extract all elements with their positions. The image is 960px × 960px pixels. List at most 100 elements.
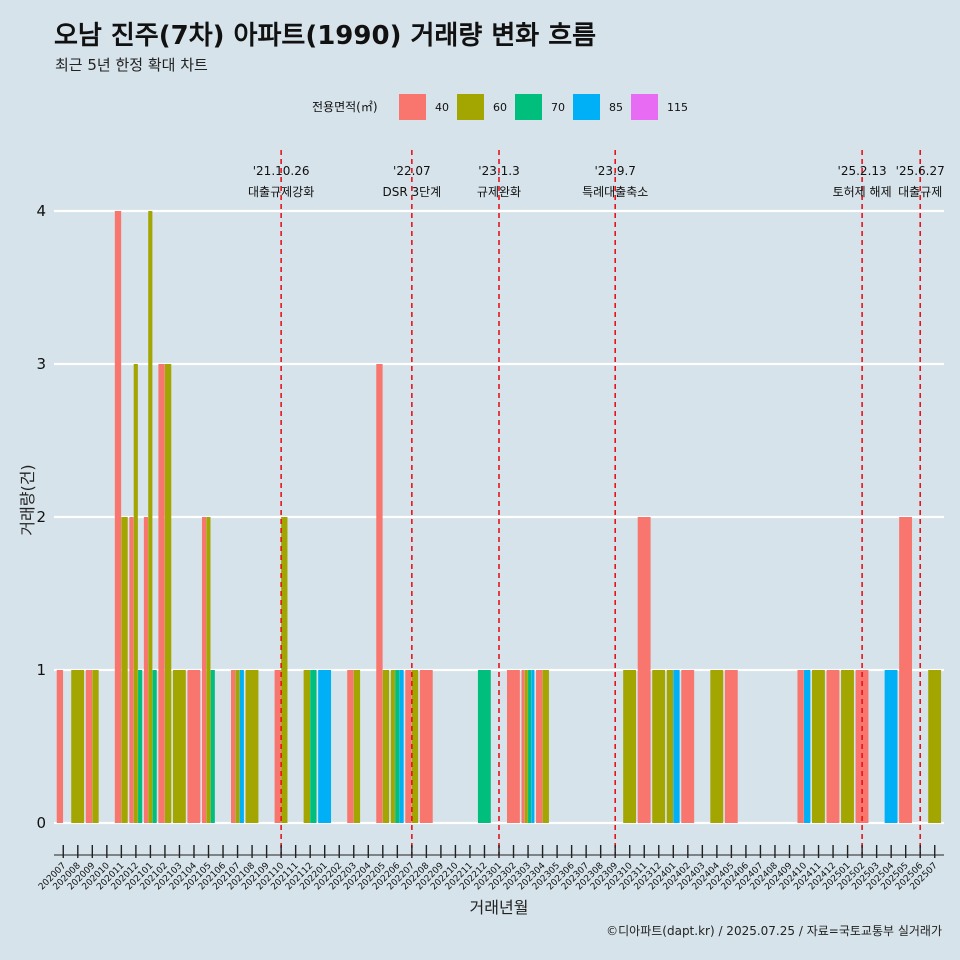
bar [206,517,211,823]
bar [152,670,157,823]
bar [129,517,134,823]
bar [411,670,419,823]
bar [201,517,207,823]
bar [85,670,93,823]
x-axis-title: 거래년월 [470,898,529,917]
bar [56,670,64,823]
bar [528,670,532,823]
y-tick-label: 3 [36,355,46,373]
bar [666,670,674,823]
chart-title: 오남 진주(7차) 아파트(1990) 거래량 변화 흐름 [54,21,596,51]
bar [804,670,811,823]
legend-swatch [457,94,484,120]
bar [536,670,543,823]
event-date: '25.6.27 [896,164,945,178]
bar [239,670,244,823]
bar [405,670,412,823]
x-axis: 2020072020082020092020102020112020122021… [37,845,944,892]
legend-label: 40 [435,101,449,114]
event-label: 특례대출축소 [582,185,648,199]
bar [347,670,354,823]
bar [724,670,738,823]
bar [524,670,528,823]
bar [71,670,85,823]
bar [395,670,400,823]
event-date: '23.9.7 [594,164,635,178]
bar [477,670,491,823]
bar [310,670,317,823]
bar [92,670,99,823]
bar [652,670,666,823]
event-lines: '21.10.26 대출규제강화 '22.07 DSR 3단계 '23.1.3 규제완화 '… [248,150,945,855]
event-date: '21.10.26 [253,164,310,178]
bar [376,364,383,823]
bars [56,211,942,823]
bar [673,670,680,823]
bar [114,211,122,823]
bar [231,670,236,823]
legend: 전용면적(㎡) 40 60 70 85 115 [312,94,688,120]
bar [172,670,186,823]
bar [303,670,310,823]
bar [121,517,128,823]
bar [797,670,804,823]
legend-swatch [399,94,426,120]
bar [210,670,215,823]
bar [274,670,281,823]
event-label: 대출규제강화 [248,185,314,199]
legend-title: 전용면적(㎡) [312,100,378,114]
event-label: 토허제 해제 [833,185,892,199]
event-date: '22.07 [393,164,431,178]
y-tick-label: 2 [36,508,46,526]
bar [148,211,153,823]
legend-label: 60 [493,101,507,114]
bar [521,670,525,823]
bar [531,670,535,823]
y-tick-label: 0 [36,814,46,832]
bar [318,670,332,823]
event-date: '25.2.13 [838,164,887,178]
y-axis-title: 거래량(건) [18,464,37,535]
bar [353,670,361,823]
y-tick-label: 1 [36,661,46,679]
bar [884,670,898,823]
bar [235,670,240,823]
legend-label: 70 [551,101,565,114]
legend-swatch [631,94,658,120]
chart-subtitle: 최근 5년 한정 확대 차트 [55,56,208,74]
event-date: '23.1.3 [478,164,519,178]
bar [623,670,637,823]
bar [399,670,404,823]
bar [826,670,840,823]
bar [899,517,913,823]
bar [281,517,288,823]
bar [245,670,259,823]
bar [382,670,390,823]
bar [390,670,395,823]
event-label: 규제완화 [477,185,521,199]
event-label: 대출규제 [898,185,942,199]
bar [164,364,172,823]
bar [710,670,724,823]
event-label: DSR 3단계 [382,185,441,199]
bar [143,517,149,823]
bar [133,364,138,823]
legend-label: 85 [609,101,623,114]
legend-label: 115 [667,101,688,114]
bar [812,670,825,823]
bar [158,364,165,823]
bar [542,670,549,823]
y-axis: 0 1 2 3 4 [36,202,46,832]
bar [419,670,433,823]
bar [681,670,695,823]
legend-swatch [573,94,600,120]
bar [637,517,651,823]
legend-swatch [515,94,542,120]
bar [841,670,854,823]
bar [187,670,201,823]
caption: ©디아파트(dapt.kr) / 2025.07.25 / 자료=국토교통부 실… [606,924,942,938]
bar [506,670,520,823]
y-tick-label: 4 [36,202,46,220]
bar [138,670,143,823]
